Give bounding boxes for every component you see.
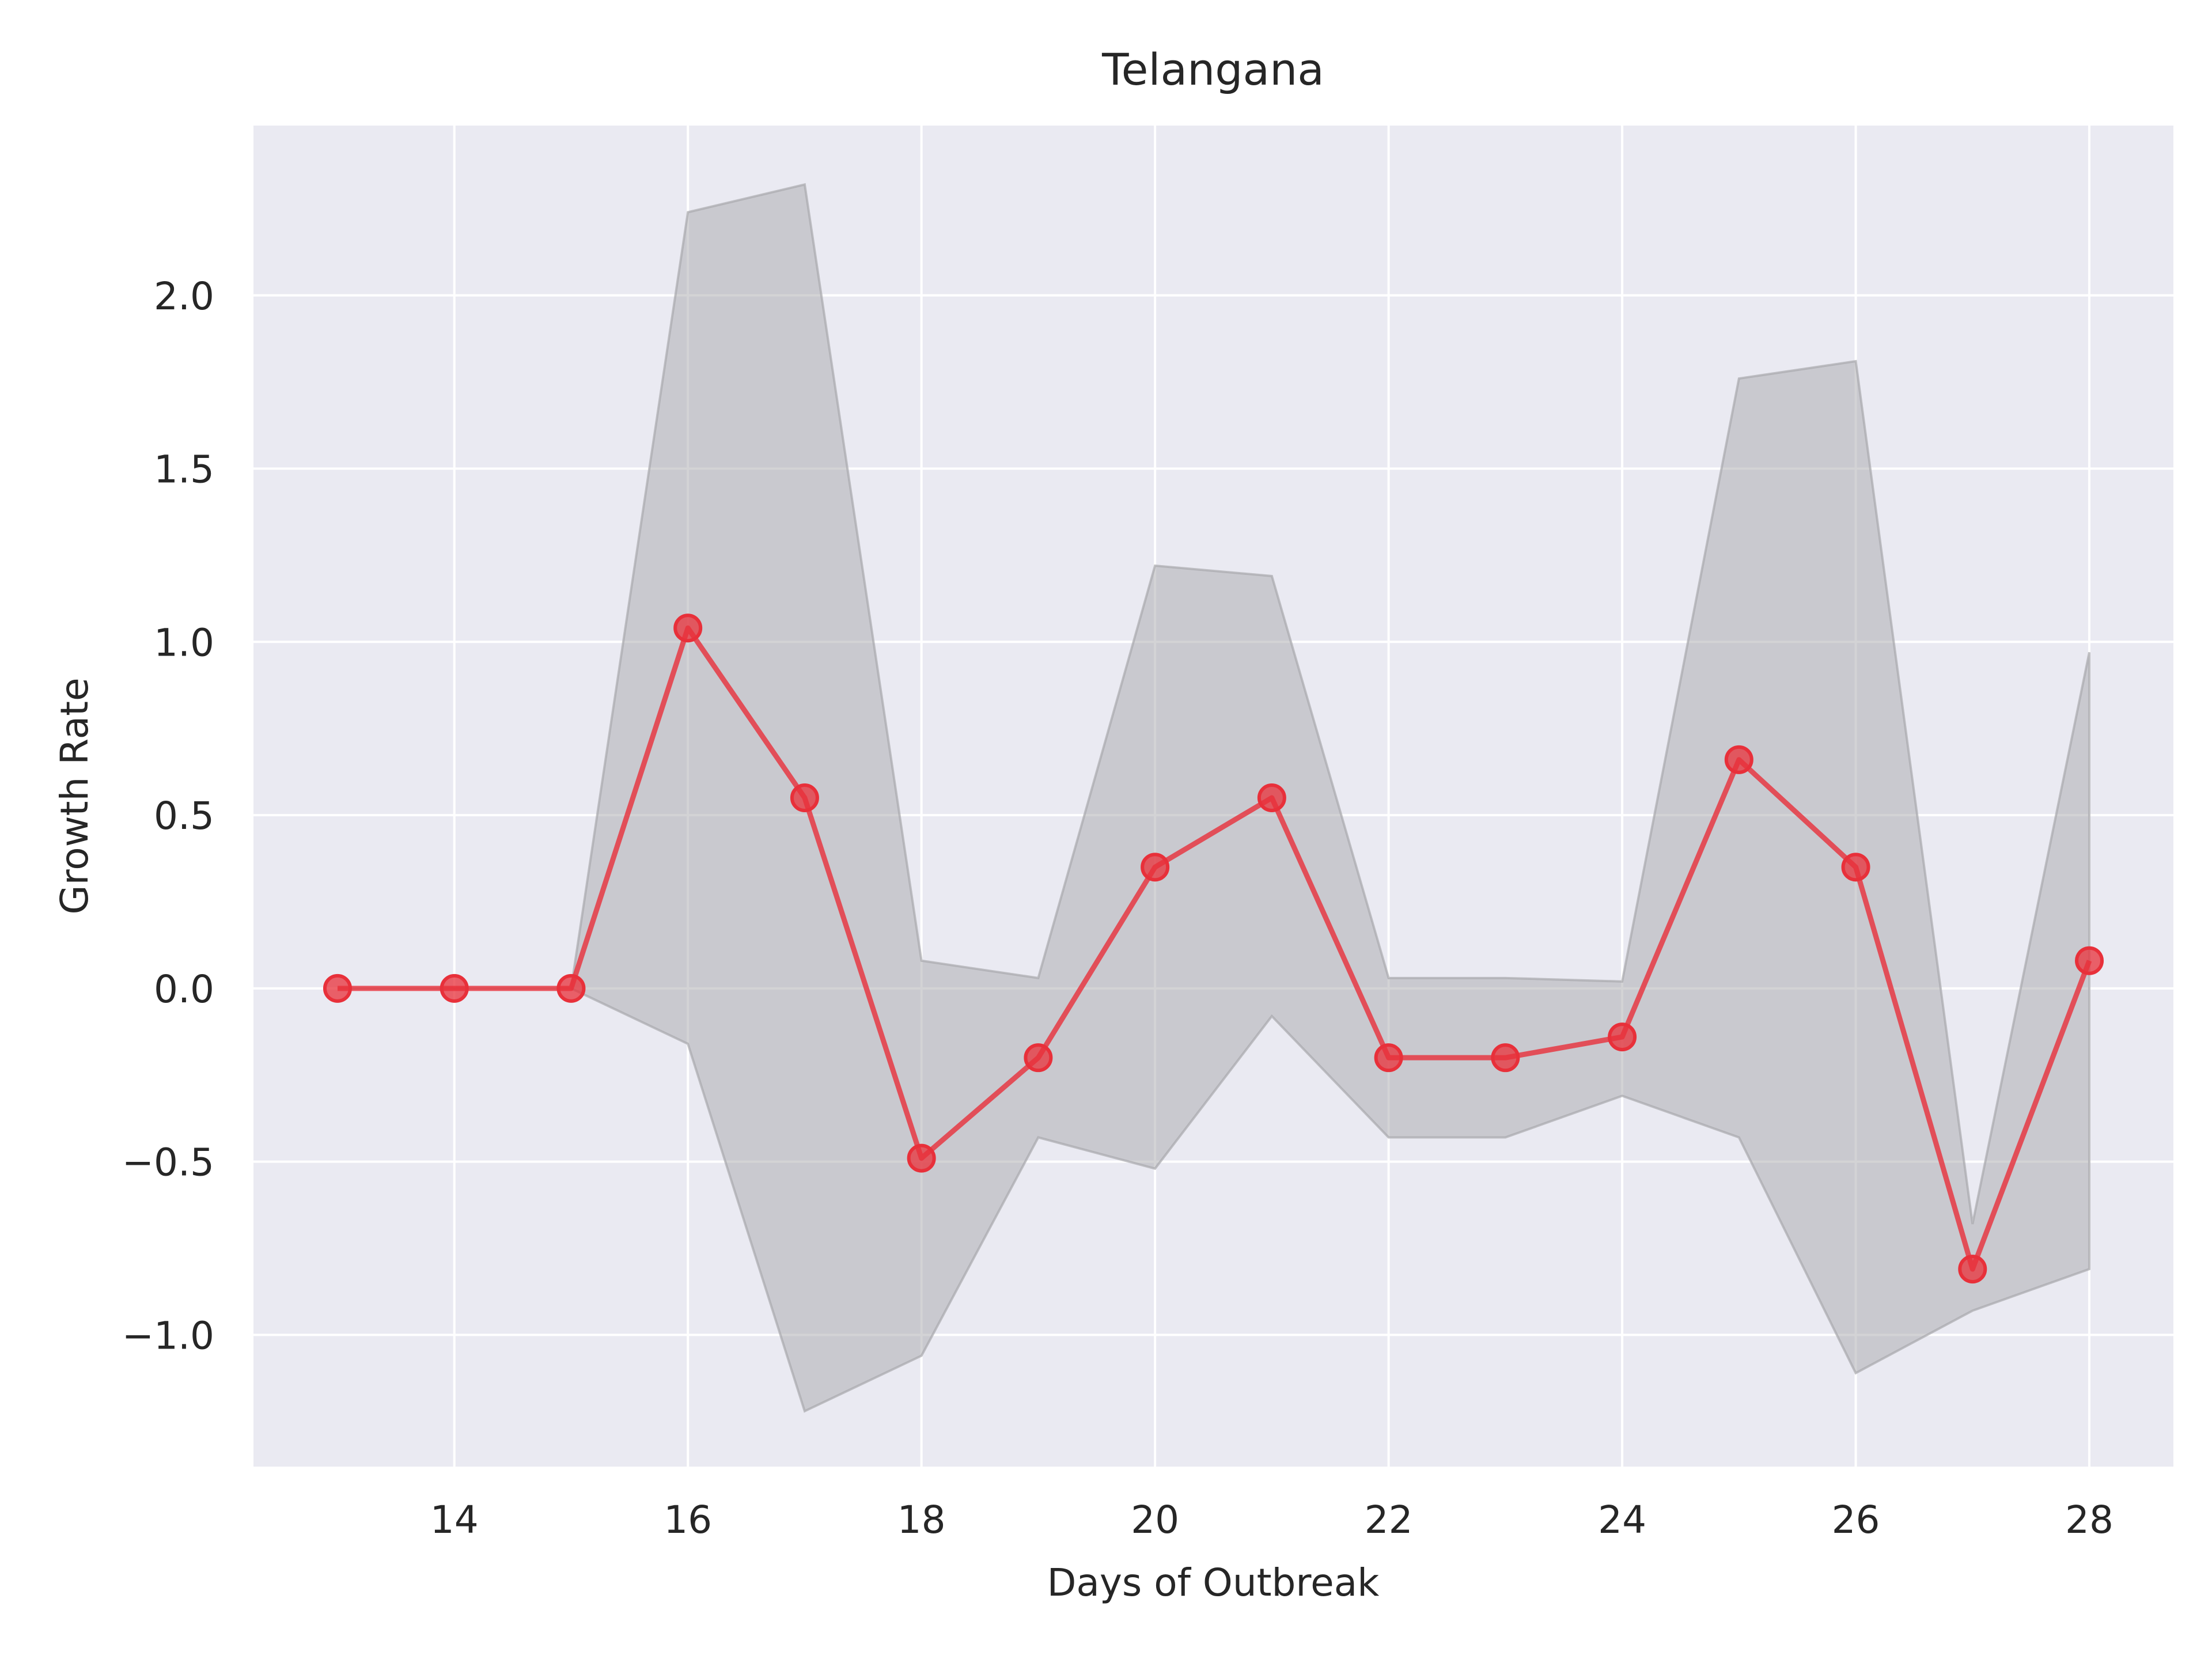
data-point (1958, 1255, 1987, 1284)
data-point (907, 1143, 936, 1173)
x-tick-label: 14 (430, 1498, 479, 1542)
y-tick-label: 0.5 (154, 794, 214, 838)
x-tick-label: 24 (1598, 1498, 1646, 1542)
y-tick-label: 2.0 (154, 274, 214, 319)
y-tick-label: −1.0 (122, 1313, 214, 1358)
data-point (440, 974, 469, 1003)
x-tick-label: 26 (1832, 1498, 1880, 1542)
data-point (1374, 1043, 1403, 1073)
y-tick-label: 0.0 (154, 967, 214, 1012)
y-tick-label: −0.5 (122, 1141, 214, 1185)
x-tick-label: 28 (2065, 1498, 2113, 1542)
data-point (1024, 1043, 1053, 1073)
y-axis-label: Growth Rate (52, 677, 97, 914)
series-line-layer (337, 625, 2092, 1272)
data-point-layer (323, 613, 2104, 1284)
data-point (1841, 853, 1870, 882)
data-point (2075, 946, 2104, 975)
data-point (1141, 853, 1170, 882)
data-point (790, 783, 819, 813)
tick-label-layer: 14 16 18 20 22 24 26 28 −1.0 −0.5 0.0 0.5 1.0 1.5 2.0 (122, 274, 2113, 1542)
y-tick-label: 1.0 (154, 620, 214, 665)
y-tick-label: 1.5 (154, 448, 214, 492)
data-point (1608, 1022, 1637, 1052)
x-tick-label: 22 (1365, 1498, 1413, 1542)
data-point (556, 974, 586, 1003)
x-tick-label: 18 (897, 1498, 946, 1542)
chart-title: Telangana (1101, 44, 1324, 95)
data-point (1257, 783, 1286, 813)
data-point (323, 974, 352, 1003)
x-axis-label: Days of Outbreak (1047, 1560, 1380, 1605)
x-tick-label: 20 (1131, 1498, 1179, 1542)
data-point (1724, 745, 1753, 774)
x-tick-label: 16 (664, 1498, 712, 1542)
data-point (673, 613, 703, 643)
data-point (1491, 1043, 1520, 1073)
series-line (337, 625, 2092, 1272)
